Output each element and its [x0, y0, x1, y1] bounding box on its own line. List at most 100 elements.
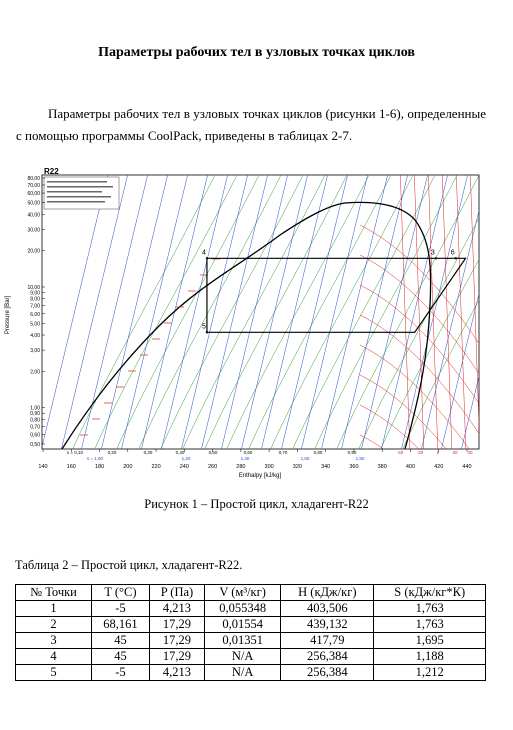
x-axis-title: Enthalpy [kJ/kg]: [239, 473, 282, 479]
isochore: [121, 175, 188, 449]
y-tick-label: 9,00: [30, 291, 40, 297]
y-tick-label: 20,00: [27, 249, 40, 255]
table-cell: 4,213: [148, 664, 206, 681]
isochore: [81, 175, 148, 449]
figure: R22 Pressure [Bar] Enthalpy [kJ/kg] 80,0…: [5, 167, 480, 479]
isochore: [181, 175, 248, 449]
table-cell: -5: [91, 664, 150, 681]
table-cell: 2: [14, 616, 93, 633]
quality-label: 0,70: [279, 450, 288, 455]
temperature-label: -40: [397, 450, 404, 455]
table-cell: 0,055348: [204, 600, 282, 617]
y-tick-label: 3,00: [30, 348, 40, 354]
table-cell: 0,01554: [204, 616, 282, 633]
isotherm-v: [442, 175, 453, 449]
isochore: [141, 175, 208, 449]
table-cell: 45: [91, 648, 150, 665]
isochore: [161, 175, 228, 449]
x-tick-label: 180: [95, 464, 104, 470]
quality-label: 0,20: [108, 450, 117, 455]
x-tick-label: 340: [321, 464, 330, 470]
header-cell: V (м³/кг): [204, 584, 282, 601]
isochore: [42, 175, 108, 448]
y-tick-label: 30,00: [27, 227, 40, 233]
table-row: 2 68,161 17,29 0,01554 439,132 1,763: [14, 616, 486, 633]
y-tick-label: 0,80: [30, 417, 40, 423]
isotherm-v: [400, 175, 411, 449]
y-axis-title: Pressure [Bar]: [5, 296, 11, 335]
x-tick-label: 280: [236, 464, 245, 470]
y-tick-label: 10,00: [27, 285, 40, 291]
isotherm: [359, 254, 479, 374]
y-tick-label: 6,00: [30, 312, 40, 318]
table-cell: 1,763: [373, 616, 486, 633]
isotherm-v: [428, 175, 439, 449]
table-cell: 256,384: [280, 648, 375, 665]
table-cell: 17,29: [148, 616, 206, 633]
isotherm: [359, 284, 479, 404]
isotherm: [359, 434, 384, 449]
table-cell: 256,384: [280, 664, 375, 681]
table-cell: 1,763: [373, 600, 486, 617]
table-cell: N/A: [204, 664, 282, 681]
x-tick-label: 300: [265, 464, 274, 470]
table-cell: 0,01351: [204, 632, 282, 649]
isochore: [201, 175, 268, 449]
isochore: [341, 175, 408, 449]
isentrope: [248, 175, 392, 449]
isentrope: [336, 175, 479, 449]
point-label: 3: [431, 249, 435, 256]
table-cell: 1: [14, 600, 93, 617]
y-tick-label: 80,00: [27, 176, 40, 182]
y-tick-label: 70,00: [27, 183, 40, 189]
entropy-label: 1,40: [241, 456, 250, 461]
y-tick-label: 8,00: [30, 297, 40, 303]
table-cell: N/A: [204, 648, 282, 665]
isochore: [281, 175, 348, 449]
table-cell: 68,161: [91, 616, 150, 633]
isotherm: [359, 314, 479, 434]
table-cell: 17,29: [148, 648, 206, 665]
temperature-label: 20: [452, 450, 458, 455]
entropy-label: 1,80: [356, 456, 365, 461]
table-row: 3 45 17,29 0,01351 417,79 1,695: [14, 632, 486, 649]
table: № Точки T (°C) P (Па) V (м³/кг) H (кДж/кг) S …: [14, 584, 486, 681]
x-tick-label: 420: [434, 464, 443, 470]
isotherm-v: [414, 175, 425, 449]
x-tick-label: 400: [406, 464, 415, 470]
isentrope: [72, 175, 216, 449]
table-cell: 3: [14, 632, 93, 649]
header-cell: H (кДж/кг): [280, 584, 375, 601]
page-title: Параметры рабочих тел в узловых точках ц…: [98, 45, 415, 60]
cycle-point: [454, 257, 457, 260]
table-cell: 403,506: [280, 600, 375, 617]
isentrope: [380, 258, 479, 449]
header-cell: T (°C): [91, 584, 150, 601]
point-label: 6: [451, 249, 455, 256]
table-cell: 417,79: [280, 632, 375, 649]
x-tick-label: 380: [378, 464, 387, 470]
refrigerant-label: R22: [44, 167, 59, 176]
x-tick-label: 320: [293, 464, 302, 470]
header-row: № Точки T (°C) P (Па) V (м³/кг) H (кДж/кг) S …: [14, 584, 486, 601]
isochore: [261, 175, 328, 449]
quality-label: 0,50: [209, 450, 218, 455]
isentrope: [358, 217, 479, 449]
table-cell: 4,213: [148, 600, 206, 617]
isentrope: [270, 175, 414, 449]
y-tick-label: 60,00: [27, 191, 40, 197]
table-cell: 1,695: [373, 632, 486, 649]
paragraph: Параметры рабочих тел в узловых точках ц…: [16, 106, 486, 143]
y-tick-label: 0,60: [30, 432, 40, 438]
table-row: 1 -5 4,213 0,055348 403,506 1,763: [14, 600, 486, 617]
isochore: [101, 175, 168, 449]
quality-label: 0,80: [314, 450, 323, 455]
isentrope: [292, 175, 436, 449]
cycle-point: [205, 257, 209, 260]
isotherm-v: [470, 175, 479, 434]
table-cell: 5: [14, 664, 93, 681]
quality-label: 0,40: [176, 450, 185, 455]
temperature-label: 40: [467, 450, 473, 455]
isentrope: [204, 175, 348, 449]
